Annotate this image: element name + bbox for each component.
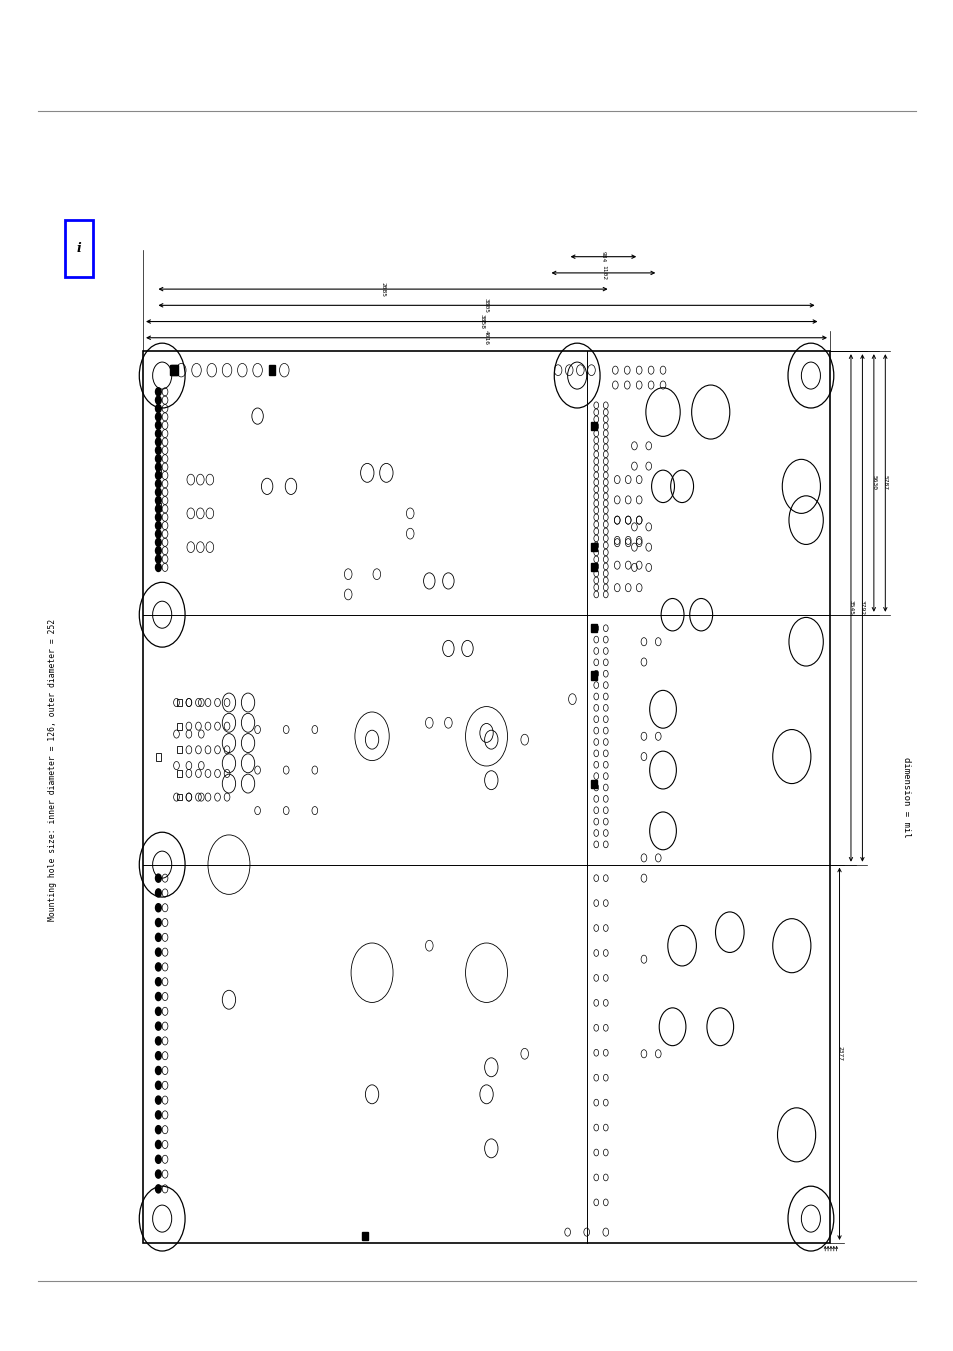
Bar xyxy=(177,747,181,754)
Circle shape xyxy=(155,1066,161,1074)
Bar xyxy=(155,469,161,477)
Circle shape xyxy=(155,1155,161,1163)
Circle shape xyxy=(155,1081,161,1089)
Circle shape xyxy=(155,463,161,471)
Bar xyxy=(361,1232,367,1240)
Bar xyxy=(177,723,181,730)
Bar xyxy=(591,624,597,632)
Circle shape xyxy=(155,993,161,1001)
Circle shape xyxy=(155,1023,161,1031)
Circle shape xyxy=(155,513,161,521)
Text: 3805: 3805 xyxy=(483,297,489,313)
Circle shape xyxy=(155,530,161,538)
Bar xyxy=(591,422,597,430)
Circle shape xyxy=(155,919,161,927)
Circle shape xyxy=(155,538,161,546)
Circle shape xyxy=(155,1140,161,1148)
Circle shape xyxy=(155,404,161,412)
Text: 1102: 1102 xyxy=(600,265,605,281)
Text: 2377: 2377 xyxy=(836,1046,841,1062)
Circle shape xyxy=(155,1051,161,1059)
Bar xyxy=(143,351,829,1243)
Circle shape xyxy=(155,948,161,957)
Bar xyxy=(177,794,181,800)
Text: 3545: 3545 xyxy=(847,600,853,616)
Circle shape xyxy=(155,978,161,986)
Bar xyxy=(269,365,274,374)
Text: 984: 984 xyxy=(600,251,605,262)
Circle shape xyxy=(155,438,161,446)
Circle shape xyxy=(155,963,161,971)
Circle shape xyxy=(155,480,161,488)
Circle shape xyxy=(155,1170,161,1178)
Bar xyxy=(177,770,181,777)
Text: 4016: 4016 xyxy=(483,330,489,346)
Text: 5787: 5787 xyxy=(882,476,887,490)
Circle shape xyxy=(155,521,161,530)
Bar xyxy=(170,365,176,374)
Circle shape xyxy=(155,563,161,571)
Circle shape xyxy=(155,1125,161,1133)
Circle shape xyxy=(155,488,161,496)
Circle shape xyxy=(155,555,161,563)
Circle shape xyxy=(155,396,161,404)
Circle shape xyxy=(155,1111,161,1119)
Text: 3792: 3792 xyxy=(859,600,864,616)
Circle shape xyxy=(155,413,161,422)
Circle shape xyxy=(155,455,161,463)
Bar xyxy=(177,700,181,707)
Circle shape xyxy=(155,889,161,897)
Bar xyxy=(155,753,161,761)
Circle shape xyxy=(155,422,161,430)
Text: Mounting hole size: inner diameter = 126, outer diameter = 252: Mounting hole size: inner diameter = 126… xyxy=(48,619,57,921)
Circle shape xyxy=(155,904,161,912)
Bar xyxy=(171,365,177,374)
Circle shape xyxy=(155,1185,161,1193)
Bar xyxy=(65,220,93,277)
Text: dimension = mil: dimension = mil xyxy=(901,757,910,838)
Circle shape xyxy=(155,430,161,438)
Circle shape xyxy=(155,446,161,454)
Circle shape xyxy=(155,471,161,480)
Circle shape xyxy=(155,874,161,882)
Circle shape xyxy=(155,388,161,396)
Circle shape xyxy=(155,934,161,942)
Bar xyxy=(591,780,597,788)
Circle shape xyxy=(155,1036,161,1044)
Bar xyxy=(591,671,597,680)
Circle shape xyxy=(155,1008,161,1016)
Bar xyxy=(155,503,161,511)
Bar xyxy=(591,563,597,571)
Circle shape xyxy=(155,1096,161,1104)
Text: 5630: 5630 xyxy=(870,476,876,490)
Circle shape xyxy=(155,496,161,504)
Bar xyxy=(591,543,597,551)
Text: 2085: 2085 xyxy=(380,281,385,297)
Text: 3858: 3858 xyxy=(478,313,484,330)
Circle shape xyxy=(155,547,161,555)
Circle shape xyxy=(155,505,161,513)
Text: i: i xyxy=(77,242,81,255)
